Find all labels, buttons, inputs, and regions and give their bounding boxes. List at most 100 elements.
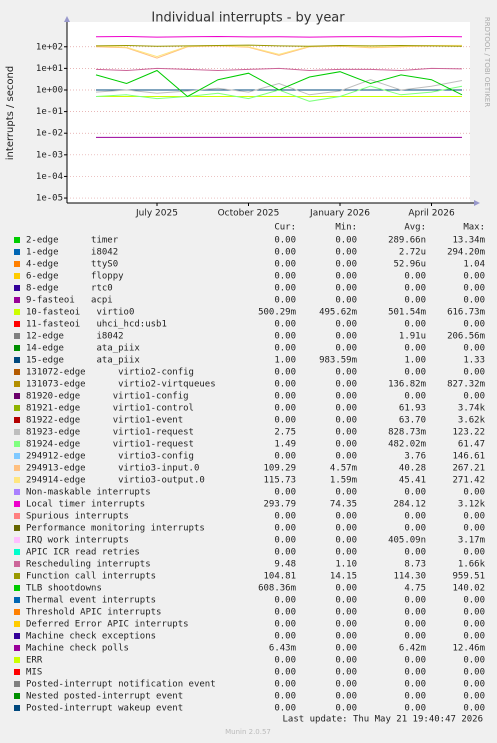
legend-value: 0.00 bbox=[274, 368, 296, 378]
legend-label: 2-edge timer bbox=[26, 236, 119, 246]
legend-value: 0.00 bbox=[274, 680, 296, 690]
legend-label: Spurious interrupts bbox=[26, 512, 129, 522]
legend-value: 0.00 bbox=[335, 296, 357, 306]
legend-label: Threshold APIC interrupts bbox=[26, 608, 161, 618]
legend-label: 6-edge floppy bbox=[26, 272, 124, 282]
legend-header: Cur: bbox=[274, 223, 296, 233]
legend-value: 501.54m bbox=[388, 308, 426, 318]
legend-value: 0.00 bbox=[335, 584, 357, 594]
legend-swatch bbox=[14, 429, 20, 435]
legend-value: 52.96u bbox=[393, 260, 426, 270]
legend-value: 0.00 bbox=[335, 632, 357, 642]
legend-value: 0.00 bbox=[274, 548, 296, 558]
legend-value: 0.00 bbox=[335, 380, 357, 390]
legend-label: 294913-edge virtio3-input.0 bbox=[26, 464, 199, 474]
y-tick-label: 1e-04 bbox=[36, 172, 63, 182]
legend-value: 0.00 bbox=[463, 272, 485, 282]
legend-value: 0.00 bbox=[274, 452, 296, 462]
legend-value: 0.00 bbox=[335, 392, 357, 402]
legend-value: 136.82m bbox=[388, 380, 426, 390]
legend-header: Max: bbox=[463, 223, 485, 233]
legend-value: 0.00 bbox=[463, 632, 485, 642]
legend-value: 0.00 bbox=[463, 656, 485, 666]
legend-value: 0.00 bbox=[335, 596, 357, 606]
legend-label: Function call interrupts bbox=[26, 572, 156, 582]
legend-value: 0.00 bbox=[463, 392, 485, 402]
legend-value: 0.00 bbox=[274, 320, 296, 330]
legend-label: 294914-edge virtio3-output.0 bbox=[26, 476, 205, 486]
legend: Cur: Min: Avg: Max: 2-edge timer 0.00 0.00 289.… bbox=[14, 223, 486, 714]
legend-swatch bbox=[14, 585, 20, 591]
legend-value: 0.00 bbox=[274, 272, 296, 282]
legend-value: 0.00 bbox=[404, 368, 426, 378]
legend-value: 1.00 bbox=[274, 356, 296, 366]
legend-label: APIC ICR read retries bbox=[26, 548, 140, 558]
legend-swatch bbox=[14, 393, 20, 399]
legend-swatch bbox=[14, 657, 20, 663]
legend-value: 0.00 bbox=[404, 512, 426, 522]
legend-value: 114.30 bbox=[393, 572, 426, 582]
legend-value: 0.00 bbox=[274, 524, 296, 534]
legend-value: 14.15 bbox=[330, 572, 357, 582]
legend-value: 0.00 bbox=[335, 524, 357, 534]
y-tick-label: 1e-03 bbox=[36, 150, 63, 160]
legend-value: 3.17m bbox=[458, 536, 485, 546]
legend-value: 0.00 bbox=[463, 320, 485, 330]
legend-value: 0.00 bbox=[274, 296, 296, 306]
legend-value: 0.00 bbox=[463, 608, 485, 618]
legend-label: Thermal event interrupts bbox=[26, 596, 156, 606]
legend-value: 6.43m bbox=[269, 644, 296, 654]
y-tick-label: 1e+00 bbox=[36, 85, 63, 95]
legend-label: 81923-edge virtio1-request bbox=[26, 428, 194, 438]
legend-swatch bbox=[14, 621, 20, 627]
legend-label: Local timer interrupts bbox=[26, 500, 145, 510]
legend-value: 0.00 bbox=[274, 248, 296, 258]
legend-label: Machine check polls bbox=[26, 644, 129, 654]
legend-label: IRQ work interrupts bbox=[26, 536, 129, 546]
legend-swatch bbox=[14, 525, 20, 531]
legend-value: 0.00 bbox=[335, 512, 357, 522]
legend-value: 0.00 bbox=[335, 440, 357, 450]
legend-label: 81924-edge virtio1-request bbox=[26, 440, 194, 450]
legend-value: 0.00 bbox=[335, 536, 357, 546]
legend-value: 0.00 bbox=[335, 680, 357, 690]
legend-swatch bbox=[14, 549, 20, 555]
legend-value: 0.00 bbox=[274, 332, 296, 342]
legend-swatch bbox=[14, 561, 20, 567]
legend-label: 12-edge i8042 bbox=[26, 332, 124, 342]
side-text: RRDTOOL / TOBI OETIKER bbox=[483, 17, 491, 107]
legend-value: 0.00 bbox=[274, 284, 296, 294]
legend-value: 0.00 bbox=[335, 620, 357, 630]
legend-swatch bbox=[14, 357, 20, 363]
legend-swatch bbox=[14, 513, 20, 519]
legend-value: 2.75 bbox=[274, 428, 296, 438]
series-line bbox=[95, 67, 463, 72]
legend-swatch bbox=[14, 693, 20, 699]
series-line bbox=[95, 79, 463, 96]
plot-area bbox=[67, 22, 470, 203]
legend-value: 0.00 bbox=[274, 632, 296, 642]
legend-label: 131072-edge virtio2-config bbox=[26, 368, 194, 378]
legend-value: 0.00 bbox=[404, 320, 426, 330]
legend-value: 983.59m bbox=[319, 356, 357, 366]
legend-value: 608.36m bbox=[258, 584, 296, 594]
legend-value: 827.32m bbox=[447, 380, 485, 390]
legend-swatch bbox=[14, 333, 20, 339]
legend-value: 9.48 bbox=[274, 560, 296, 570]
legend-value: 0.00 bbox=[335, 344, 357, 354]
legend-swatch bbox=[14, 669, 20, 675]
legend-value: 0.00 bbox=[463, 488, 485, 498]
legend-value: 0.00 bbox=[274, 608, 296, 618]
legend-label: 15-edge ata_piix bbox=[26, 356, 140, 366]
legend-value: 0.00 bbox=[335, 488, 357, 498]
legend-value: 0.00 bbox=[463, 704, 485, 714]
legend-value: 294.20m bbox=[447, 248, 485, 258]
legend-value: 0.00 bbox=[335, 548, 357, 558]
legend-value: 0.00 bbox=[274, 392, 296, 402]
legend-header: Min: bbox=[335, 223, 357, 233]
legend-value: 0.00 bbox=[404, 656, 426, 666]
legend-value: 12.46m bbox=[452, 644, 485, 654]
legend-label: 81922-edge virtio1-event bbox=[26, 416, 183, 426]
legend-value: 267.21 bbox=[452, 464, 485, 474]
legend-value: 0.00 bbox=[463, 344, 485, 354]
